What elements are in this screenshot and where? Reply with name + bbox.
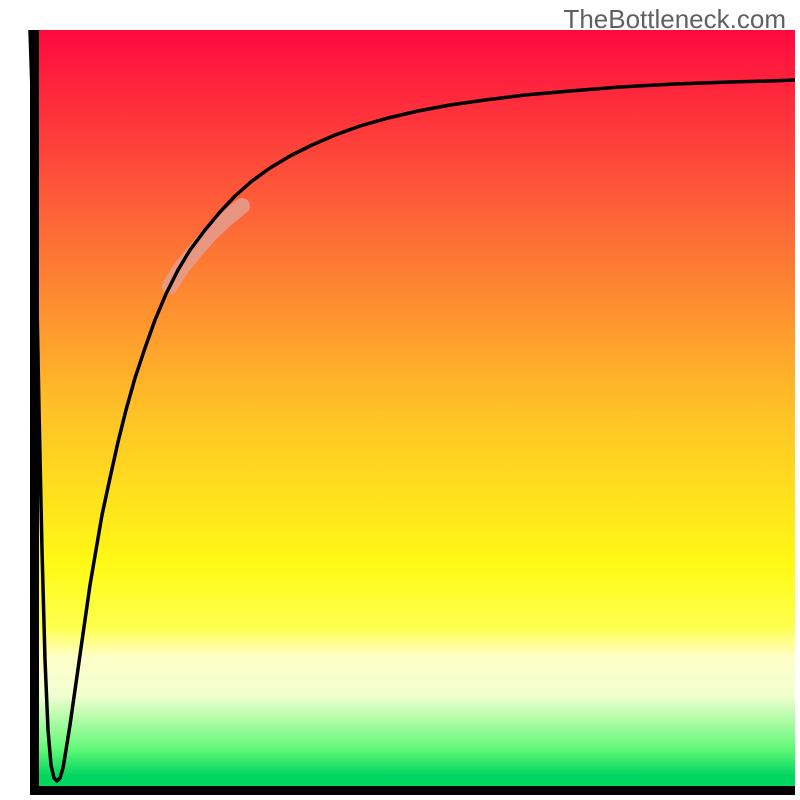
- main-curve: [30, 30, 795, 795]
- plot-frame: [30, 30, 795, 795]
- y-axis: [30, 30, 39, 795]
- x-axis: [30, 786, 795, 795]
- chart-container: TheBottleneck.com: [0, 0, 800, 800]
- curve-path: [30, 30, 795, 781]
